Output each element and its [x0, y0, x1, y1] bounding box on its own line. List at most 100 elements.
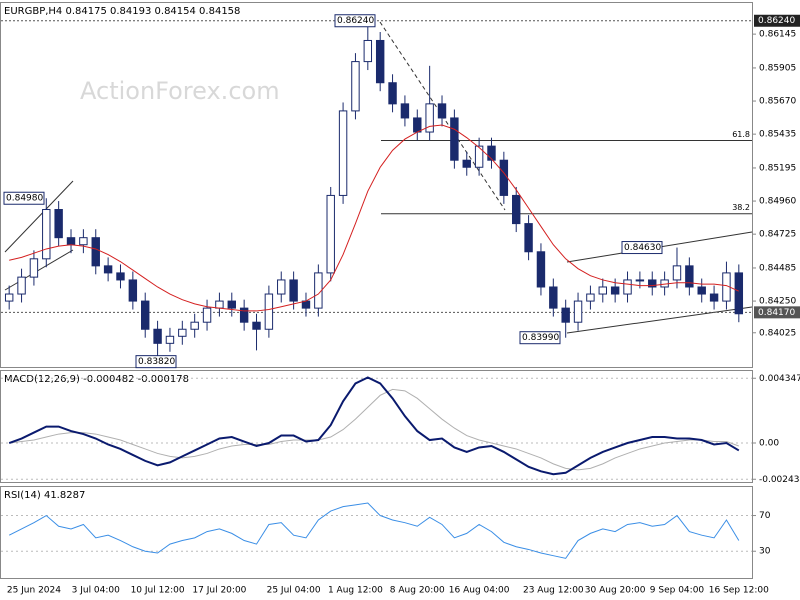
- channel-line: [4, 180, 74, 253]
- candle-body: [190, 321, 199, 330]
- x-tick-label: 1 Aug 12:00: [328, 586, 383, 596]
- candle-body: [165, 335, 175, 344]
- x-tick-label: 23 Aug 12:00: [523, 586, 584, 596]
- indicator-line: [8, 502, 740, 559]
- candle-body: [29, 258, 39, 278]
- watermark: ActionForex.com: [80, 77, 280, 105]
- candle-body: [79, 237, 88, 246]
- candle-body: [536, 251, 546, 288]
- candle-body: [413, 117, 422, 133]
- candle-body: [573, 300, 583, 323]
- annotation-box: [3, 191, 45, 205]
- annotation-label: 0.83820: [138, 357, 175, 367]
- price-label-box: [754, 14, 800, 27]
- x-tick-label: 30 Aug 20:00: [585, 586, 646, 596]
- candle-body: [648, 279, 657, 288]
- candle-body: [54, 209, 63, 239]
- annotation-label: 0.84980: [6, 194, 43, 204]
- y-tick-label: 0.85195: [759, 163, 796, 173]
- candle-body: [66, 237, 76, 246]
- candle-body: [610, 286, 620, 295]
- candle-body: [685, 265, 694, 288]
- candle-body: [326, 194, 335, 274]
- x-tick-label: 3 Jul 04:00: [72, 586, 121, 596]
- annotation-box: [519, 331, 561, 345]
- candle-body: [512, 194, 521, 225]
- indicator-line: [8, 376, 740, 476]
- candle-body: [549, 286, 558, 309]
- candle-body: [252, 321, 261, 330]
- y-tick-label: 0.85670: [759, 97, 796, 107]
- candle-body: [178, 328, 187, 337]
- candle-body: [338, 110, 348, 196]
- y-tick-label: 0.00: [759, 439, 779, 449]
- x-tick-label: 16 Aug 04:00: [449, 586, 510, 596]
- price-label-box: [754, 306, 800, 319]
- y-tick-label: -0.002434: [759, 475, 800, 485]
- candle-body: [215, 300, 224, 309]
- candle-body: [474, 145, 484, 168]
- candle-body: [128, 279, 138, 302]
- y-tick-label: 0.85435: [759, 130, 796, 140]
- candle-body: [42, 209, 51, 260]
- candle-body: [227, 300, 236, 309]
- x-tick-label: 8 Aug 20:00: [390, 586, 445, 596]
- candle-body: [499, 159, 509, 196]
- candle-body: [524, 223, 533, 253]
- y-tick-label: 0.84250: [759, 297, 796, 307]
- candle-body: [289, 279, 298, 302]
- x-tick-label: 25 Jul 04:00: [267, 586, 321, 596]
- price-panel: [0, 2, 753, 368]
- candle-body: [561, 307, 570, 323]
- fib-label: 61.8: [732, 130, 750, 139]
- fib-label: 38.2: [732, 203, 750, 212]
- candle-body: [623, 279, 632, 295]
- x-tick-label: 25 Jun 2024: [7, 586, 61, 596]
- candle-body: [450, 117, 459, 161]
- y-tick-label: 0.84960: [759, 197, 796, 207]
- x-tick-label: 16 Sep 12:00: [709, 586, 769, 596]
- candle-body: [437, 103, 447, 119]
- candle-body: [709, 293, 719, 302]
- macd-title: MACD(12,26,9) -0.000482 -0.000178: [4, 374, 189, 385]
- candle-body: [425, 103, 434, 133]
- price-title: EURGBP,H4 0.84175 0.84193 0.84154 0.8415…: [4, 6, 240, 17]
- candle-body: [141, 300, 150, 330]
- candle-body: [116, 272, 125, 281]
- channel-line: [566, 306, 753, 334]
- y-tick-label: 30: [759, 547, 771, 557]
- x-tick-label: 10 Jul 12:00: [131, 586, 185, 596]
- y-tick-label: 0.84025: [759, 328, 796, 338]
- candle-body: [400, 103, 410, 119]
- candle-body: [4, 293, 14, 302]
- candle-body: [586, 293, 595, 302]
- x-tick-label: 9 Sep 04:00: [650, 586, 705, 596]
- candle-body: [363, 39, 373, 63]
- rsi-panel: [0, 486, 753, 579]
- moving-average: [9, 124, 740, 312]
- annotation-label: 0.84630: [624, 243, 661, 253]
- annotation-box: [334, 14, 376, 28]
- candle-body: [239, 307, 249, 323]
- price-label: 0.86240: [758, 16, 795, 26]
- candle-body: [375, 39, 385, 84]
- price-label: 0.84170: [758, 308, 795, 318]
- y-tick-label: 0.86145: [759, 30, 796, 40]
- annotation-box: [621, 241, 663, 255]
- candle-body: [277, 279, 286, 295]
- candle-body: [635, 279, 645, 282]
- y-tick-label: 0.85905: [759, 63, 796, 73]
- candle-body: [697, 286, 706, 295]
- candle-body: [672, 265, 682, 281]
- y-tick-label: 0.84485: [759, 263, 796, 273]
- candle-body: [598, 286, 607, 295]
- candle-body: [17, 276, 26, 295]
- macd-panel: [0, 370, 753, 483]
- annotation-label: 0.86240: [337, 16, 374, 26]
- candle-body: [202, 307, 212, 323]
- candle-body: [462, 159, 471, 168]
- y-tick-label: 70: [759, 511, 771, 521]
- candle-body: [153, 328, 162, 344]
- candle-body: [103, 265, 113, 274]
